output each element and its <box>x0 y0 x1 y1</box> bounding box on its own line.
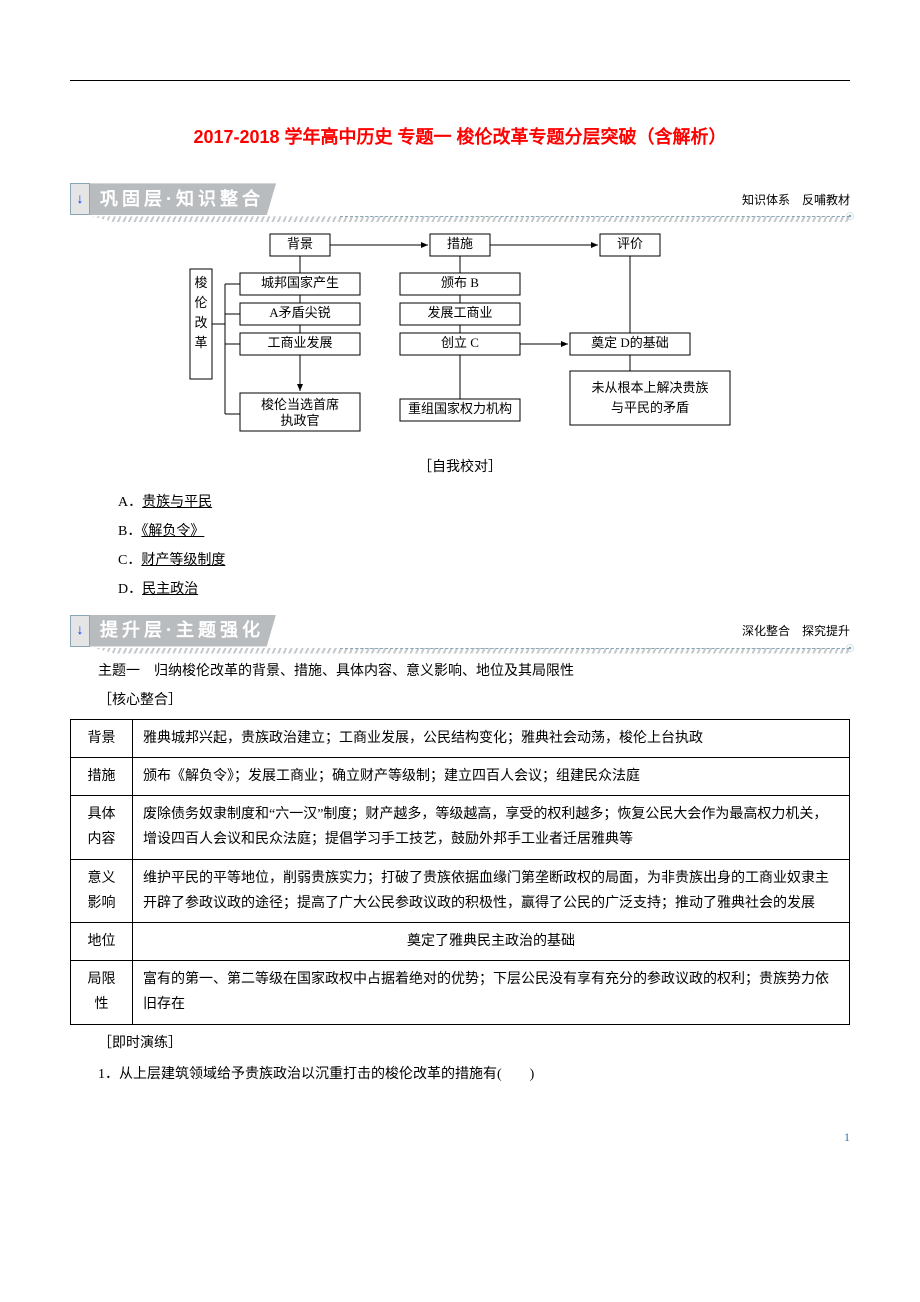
row-content: 奠定了雅典民主政治的基础 <box>133 923 850 961</box>
concept-diagram: 梭 伦 改 革 背景 措施 评价 城邦国家产生 A矛盾尖锐 工商业发展 梭伦当选… <box>170 229 750 448</box>
table-row: 背景雅典城邦兴起，贵族政治建立；工商业发展，公民结构变化；雅典社会动荡，梭伦上台… <box>71 719 850 757</box>
table-row: 局限性富有的第一、第二等级在国家政权中占据着绝对的优势；下层公民没有享有充分的参… <box>71 961 850 1024</box>
svg-text:与平民的矛盾: 与平民的矛盾 <box>611 400 689 415</box>
diagram-root: 梭 <box>194 275 207 290</box>
option-a: A．贵族与平民 <box>118 490 850 515</box>
diagram-cs-1: 发展工商业 <box>427 305 492 320</box>
diagram-bg-0: 城邦国家产生 <box>261 275 339 290</box>
row-content: 富有的第一、第二等级在国家政权中占据着绝对的优势；下层公民没有享有充分的参政议政… <box>133 961 850 1024</box>
row-head: 地位 <box>71 923 133 961</box>
row-head: 局限性 <box>71 961 133 1024</box>
diagram-head-pj: 评价 <box>617 236 643 251</box>
top-rule <box>70 80 850 81</box>
svg-text:革: 革 <box>194 335 207 350</box>
svg-text:改: 改 <box>194 315 207 330</box>
diagram-bg-1: A矛盾尖锐 <box>269 305 330 320</box>
svg-text:执政官: 执政官 <box>280 413 319 428</box>
diagram-cs-3: 重组国家权力机构 <box>408 401 512 416</box>
banner-dotted-line <box>340 648 850 649</box>
theme-1: 主题一 归纳梭伦改革的背景、措施、具体内容、意义影响、地位及其局限性 <box>70 659 850 684</box>
down-arrow-icon <box>70 615 90 647</box>
banner-promote: 提升层·主题强化 深化整合 探究提升 <box>70 615 850 651</box>
table-row: 措施颁布《解负令》；发展工商业；确立财产等级制；建立四百人会议；组建民众法庭 <box>71 758 850 796</box>
row-head: 措施 <box>71 758 133 796</box>
row-content: 颁布《解负令》；发展工商业；确立财产等级制；建立四百人会议；组建民众法庭 <box>133 758 850 796</box>
self-check-label: ［自我校对］ <box>70 455 850 480</box>
option-c: C．财产等级制度 <box>118 548 850 573</box>
page-title: 2017-2018 学年高中历史 专题一 梭伦改革专题分层突破（含解析） <box>70 121 850 153</box>
diagram-bg-2: 工商业发展 <box>267 335 332 350</box>
table-row: 地位奠定了雅典民主政治的基础 <box>71 923 850 961</box>
practice-label: ［即时演练］ <box>70 1031 850 1056</box>
table-row: 具体内容废除债务奴隶制度和“六一汉”制度；财产越多，等级越高，享受的权利越多；恢… <box>71 796 850 859</box>
row-content: 废除债务奴隶制度和“六一汉”制度；财产越多，等级越高，享受的权利越多；恢复公民大… <box>133 796 850 859</box>
svg-text:梭伦当选首席: 梭伦当选首席 <box>261 397 339 412</box>
diagram-head-bg: 背景 <box>287 236 313 251</box>
row-head: 具体内容 <box>71 796 133 859</box>
option-b: B．《解负令》 <box>118 519 850 544</box>
diagram-cs-0: 颁布 B <box>441 275 479 290</box>
svg-text:未从根本上解决贵族: 未从根本上解决贵族 <box>591 380 708 395</box>
banner-dotted-line <box>340 216 850 217</box>
diagram-head-cs: 措施 <box>447 236 473 251</box>
svg-text:伦: 伦 <box>194 295 207 310</box>
banner-label: 巩固层·知识整合 <box>90 183 276 215</box>
diagram-pj-0: 奠定 D的基础 <box>591 335 669 350</box>
options-block: A．贵族与平民 B．《解负令》 C．财产等级制度 D．民主政治 <box>118 490 850 603</box>
down-arrow-icon <box>70 183 90 215</box>
diagram-cs-2: 创立 C <box>441 335 479 350</box>
core-label: ［核心整合］ <box>70 688 850 713</box>
question-1: 1．从上层建筑领域给予贵族政治以沉重打击的梭伦改革的措施有( ) <box>70 1062 850 1087</box>
row-head: 意义影响 <box>71 859 133 922</box>
row-head: 背景 <box>71 719 133 757</box>
banner-tail: 深化整合 探究提升 <box>742 621 850 643</box>
page-number: 1 <box>70 1127 850 1149</box>
row-content: 维护平民的平等地位，削弱贵族实力；打破了贵族依据血缘门第垄断政权的局面，为非贵族… <box>133 859 850 922</box>
row-content: 雅典城邦兴起，贵族政治建立；工商业发展，公民结构变化；雅典社会动荡，梭伦上台执政 <box>133 719 850 757</box>
table-row: 意义影响维护平民的平等地位，削弱贵族实力；打破了贵族依据血缘门第垄断政权的局面，… <box>71 859 850 922</box>
banner-consolidate: 巩固层·知识整合 知识体系 反哺教材 <box>70 183 850 219</box>
banner-label: 提升层·主题强化 <box>90 615 276 647</box>
banner-tail: 知识体系 反哺教材 <box>742 190 850 212</box>
core-table: 背景雅典城邦兴起，贵族政治建立；工商业发展，公民结构变化；雅典社会动荡，梭伦上台… <box>70 719 850 1025</box>
option-d: D．民主政治 <box>118 577 850 602</box>
